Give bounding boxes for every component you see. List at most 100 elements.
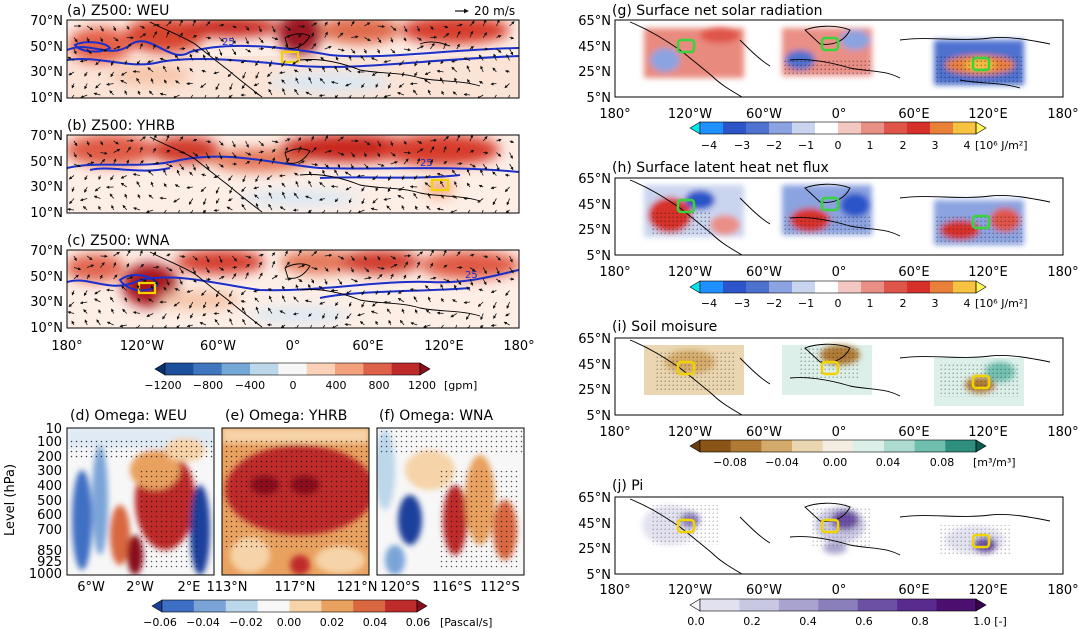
wind-arrow [281,60,286,68]
panel-g-yaxis: 65°N 45°N 25°N 5°N [578,14,611,106]
panel-c-contour-label: 25 [465,270,478,281]
wind-arrow [320,324,326,328]
wind-arrow [387,83,392,89]
wind-arrow [390,25,397,31]
wind-arrow [324,278,328,285]
wind-arrow [267,307,273,314]
wind-arrow [190,209,194,213]
wind-arrow [386,308,392,314]
wind-arrow [322,313,326,319]
wind-arrow [482,136,488,142]
wind-arrow [436,311,444,315]
wind-arrow [189,67,194,73]
wind-arrow [351,35,359,39]
wind-arrow [479,324,484,328]
wind-arrow [416,25,420,32]
colorbar-swatch [221,363,251,375]
wind-arrow [73,255,77,262]
wind-arrow [110,60,114,66]
wind-arrow [293,296,299,303]
panel-b: (b) Z500: YHRB 25 [30,118,520,221]
wind-arrow [73,163,81,168]
wind-arrow [383,94,391,98]
wind-arrow [478,54,484,61]
wind-arrow [294,88,299,96]
panel-e-title: (e) Omega: YHRB [225,408,347,424]
wind-arrow [359,321,365,326]
wind-arrow [308,284,312,291]
wind-arrow [111,204,115,211]
wind-arrow [94,290,101,295]
wind-arrow [268,192,273,199]
wind-arrow [132,311,141,315]
wind-arrow [271,260,276,268]
wind-arrow [267,185,273,189]
wind-arrow [98,175,102,180]
wind-arrow [330,184,339,189]
panel-g-ytick: 65°N [578,14,611,29]
wind-arrow [305,91,312,96]
wind-arrow [126,276,134,280]
wind-arrow [337,32,344,38]
colorbar-swatch [723,122,747,134]
panel-d-field [67,428,214,575]
wind-arrow [496,152,502,157]
wind-arrow [240,300,246,304]
colorbar-swatch [778,599,819,611]
wind-arrow [375,320,379,326]
wind-arrow [423,324,431,328]
colorbar-swatch [363,363,393,375]
wind-arrow [410,322,418,326]
colorbar-frame [699,598,977,612]
wind-arrow [166,267,173,272]
wind-arrow [383,197,391,201]
wind-arrow [454,77,458,84]
omega-ylabel: Level (hPa) [3,464,18,536]
wind-arrow [398,83,405,88]
colorbar-solar-unit: [10⁶ J/m²] [975,139,1028,152]
wind-arrow [166,31,170,38]
wind-arrow [148,90,154,96]
wind-arrow [430,25,434,31]
wind-arrow [311,266,319,270]
wind-arrow [414,60,418,67]
wind-arrow [450,209,457,213]
wind-arrow [112,25,116,32]
wind-arrow [414,71,418,77]
wind-arrow [73,37,78,43]
wind-arrow [452,195,458,199]
panel-i-xtick: 180° [599,425,630,440]
wind-arrow [253,83,259,87]
colorbar-swatch [335,363,364,375]
wind-arrow [93,92,101,96]
colorbar-latent-tick: −1 [798,297,814,310]
wind-arrow [95,83,101,89]
wind-arrow [436,207,444,211]
colorbar-latent-tick: 1 [867,297,874,310]
colorbar-pi-ticks: 0.0 0.2 0.4 0.6 0.8 1.0 [-] [687,615,1007,628]
colorbar-swatch [193,363,223,375]
wind-arrow [324,253,333,257]
panel-c-xtick: 0° [286,339,301,354]
wind-arrow [136,181,141,188]
wind-arrow [150,181,154,188]
wind-arrow [162,313,167,320]
colorbar-swatch [769,281,793,293]
wind-arrow [271,37,279,41]
wind-arrow [361,198,365,205]
wind-arrow [509,267,514,274]
panel-c-xtick: 120°W [120,339,164,354]
wind-arrow [469,46,475,50]
wind-arrow [424,182,431,188]
panel-b-ytick: 50°N [30,155,63,170]
wind-arrow [245,160,251,165]
colorbar-z500-tick: 1200 [408,379,436,392]
panel-b-contour-label: 25 [420,158,433,169]
wind-arrow [166,163,173,168]
wind-arrow [192,35,198,39]
wind-arrow [242,71,246,79]
wind-arrow [282,191,286,199]
panel-a-yaxis: 70°N 50°N 30°N 10°N [30,14,63,106]
wind-arrow [443,25,449,29]
colorbar-pi-swatches [689,598,987,612]
